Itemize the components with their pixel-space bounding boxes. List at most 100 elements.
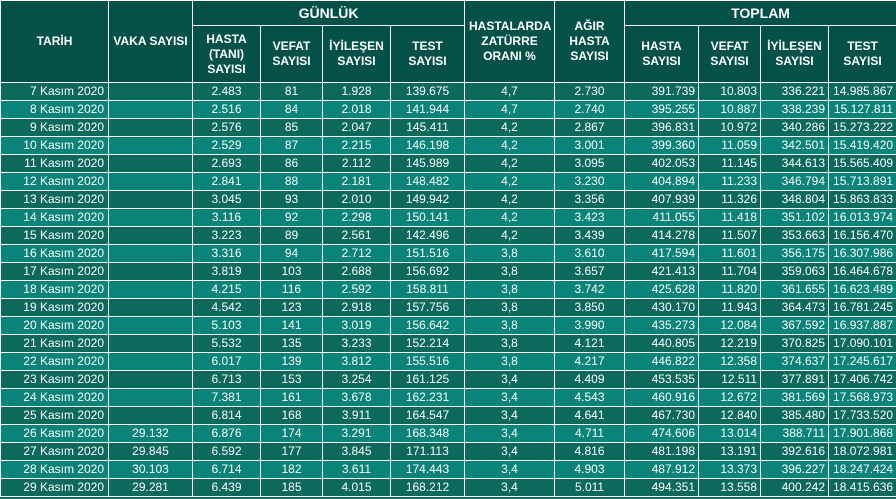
cell-gunluk-iyilesen: 2.688 (322, 262, 391, 281)
cell-agir-hasta: 2.740 (554, 100, 626, 119)
cell-tarih: 19 Kasım 2020 (0, 298, 109, 317)
cell-gunluk-iyilesen: 2.918 (322, 298, 391, 317)
cell-toplam-vefat: 11.059 (698, 136, 762, 155)
cell-gunluk-iyilesen: 2.215 (322, 136, 391, 155)
cell-gunluk-test: 155.516 (389, 352, 466, 371)
cell-zaturre-orani: 4,2 (464, 208, 556, 227)
cell-toplam-test: 18.072.981 (828, 442, 896, 461)
cell-vaka (108, 262, 193, 281)
cell-toplam-iyilesen: 359.063 (760, 262, 830, 281)
cell-gunluk-iyilesen: 2.592 (322, 280, 391, 299)
cell-toplam-vefat: 11.145 (698, 154, 762, 173)
table-row: 17 Kasım 2020 3.819 103 2.688 156.692 3,8 3.65… (0, 262, 896, 281)
cell-toplam-iyilesen: 340.286 (760, 118, 830, 137)
cell-vaka: 29.132 (108, 424, 193, 443)
cell-toplam-test: 15.419.420 (828, 136, 896, 155)
cell-toplam-hasta: 487.912 (624, 460, 700, 479)
cell-toplam-iyilesen: 370.825 (760, 334, 830, 353)
cell-zaturre-orani: 3,8 (464, 352, 556, 371)
cell-tarih: 21 Kasım 2020 (0, 334, 109, 353)
cell-toplam-vefat: 12.219 (698, 334, 762, 353)
cell-tarih: 17 Kasım 2020 (0, 262, 109, 281)
cell-toplam-hasta: 411.055 (624, 208, 700, 227)
cell-vaka (108, 334, 193, 353)
cell-gunluk-hasta: 6.714 (192, 460, 261, 479)
cell-zaturre-orani: 4,2 (464, 136, 556, 155)
cell-gunluk-iyilesen: 2.047 (322, 118, 391, 137)
cell-agir-hasta: 4.903 (554, 460, 626, 479)
cell-gunluk-hasta: 5.532 (192, 334, 261, 353)
cell-zaturre-orani: 4,7 (464, 82, 556, 101)
cell-toplam-hasta: 391.739 (624, 82, 700, 101)
cell-gunluk-hasta: 4.542 (192, 298, 261, 317)
cell-gunluk-hasta: 3.223 (192, 226, 261, 245)
cell-gunluk-test: 161.125 (389, 370, 466, 389)
table-row: 15 Kasım 2020 3.223 89 2.561 142.496 4,2 3.439… (0, 226, 896, 245)
cell-toplam-vefat: 12.084 (698, 316, 762, 335)
cell-gunluk-vefat: 87 (260, 136, 323, 155)
cell-toplam-vefat: 11.601 (698, 244, 762, 263)
cell-toplam-test: 16.307.986 (828, 244, 896, 263)
header-toplam-group: TOPLAM (624, 0, 896, 26)
cell-gunluk-hasta: 6.439 (192, 478, 261, 497)
cell-toplam-vefat: 12.358 (698, 352, 762, 371)
cell-gunluk-iyilesen: 3.812 (322, 352, 391, 371)
cell-gunluk-vefat: 88 (260, 172, 323, 191)
cell-toplam-iyilesen: 392.616 (760, 442, 830, 461)
cell-toplam-test: 16.013.974 (828, 208, 896, 227)
table-row: 23 Kasım 2020 6.713 153 3.254 161.125 3,4 4.40… (0, 370, 896, 389)
cell-agir-hasta: 5.011 (554, 478, 626, 497)
cell-tarih: 18 Kasım 2020 (0, 280, 109, 299)
cell-agir-hasta: 3.230 (554, 172, 626, 191)
cell-gunluk-test: 146.198 (389, 136, 466, 155)
cell-toplam-iyilesen: 367.592 (760, 316, 830, 335)
cell-gunluk-hasta: 2.516 (192, 100, 261, 119)
cell-vaka (108, 190, 193, 209)
table-row: 14 Kasım 2020 3.116 92 2.298 150.141 4,2 3.423… (0, 208, 896, 227)
cell-tarih: 22 Kasım 2020 (0, 352, 109, 371)
cell-toplam-hasta: 407.939 (624, 190, 700, 209)
cell-toplam-hasta: 421.413 (624, 262, 700, 281)
cell-toplam-hasta: 430.170 (624, 298, 700, 317)
cell-gunluk-vefat: 81 (260, 82, 323, 101)
cell-gunluk-test: 149.942 (389, 190, 466, 209)
cell-toplam-vefat: 11.704 (698, 262, 762, 281)
table-row: 29 Kasım 2020 29.281 6.439 185 4.015 168.212 3… (0, 478, 896, 497)
cell-agir-hasta: 3.095 (554, 154, 626, 173)
cell-toplam-iyilesen: 396.227 (760, 460, 830, 479)
cell-toplam-iyilesen: 342.501 (760, 136, 830, 155)
cell-gunluk-iyilesen: 3.611 (322, 460, 391, 479)
cell-tarih: 28 Kasım 2020 (0, 460, 109, 479)
cell-toplam-hasta: 425.628 (624, 280, 700, 299)
cell-gunluk-vefat: 93 (260, 190, 323, 209)
cell-gunluk-iyilesen: 3.019 (322, 316, 391, 335)
header-gunluk-group: GÜNLÜK (191, 0, 466, 26)
cell-gunluk-vefat: 139 (260, 352, 323, 371)
cell-toplam-test: 14.985.867 (828, 82, 896, 101)
header-tarih: TARİH (0, 0, 109, 83)
cell-toplam-vefat: 12.840 (698, 406, 762, 425)
cell-gunluk-vefat: 85 (260, 118, 323, 137)
cell-agir-hasta: 3.610 (554, 244, 626, 263)
cell-toplam-test: 17.245.617 (828, 352, 896, 371)
cell-toplam-iyilesen: 377.891 (760, 370, 830, 389)
cell-toplam-hasta: 417.594 (624, 244, 700, 263)
cell-zaturre-orani: 3,8 (464, 244, 556, 263)
cell-agir-hasta: 3.439 (554, 226, 626, 245)
table-row: 12 Kasım 2020 2.841 88 2.181 148.482 4,2 3.230… (0, 172, 896, 191)
cell-gunluk-iyilesen: 4.015 (322, 478, 391, 497)
header-gunluk-iyilesen: İYİLEŞEN SAYISI (322, 25, 391, 83)
table-row: 22 Kasım 2020 6.017 139 3.812 155.516 3,8 4.21… (0, 352, 896, 371)
cell-gunluk-iyilesen: 1.928 (322, 82, 391, 101)
cell-gunluk-vefat: 185 (260, 478, 323, 497)
cell-gunluk-test: 168.212 (389, 478, 466, 497)
cell-gunluk-test: 171.113 (389, 442, 466, 461)
cell-gunluk-test: 152.214 (389, 334, 466, 353)
header-toplam-vefat: VEFAT SAYISI (698, 25, 762, 83)
cell-agir-hasta: 3.657 (554, 262, 626, 281)
cell-tarih: 20 Kasım 2020 (0, 316, 109, 335)
header-gunluk-vefat: VEFAT SAYISI (260, 25, 323, 83)
cell-agir-hasta: 4.217 (554, 352, 626, 371)
cell-tarih: 24 Kasım 2020 (0, 388, 109, 407)
